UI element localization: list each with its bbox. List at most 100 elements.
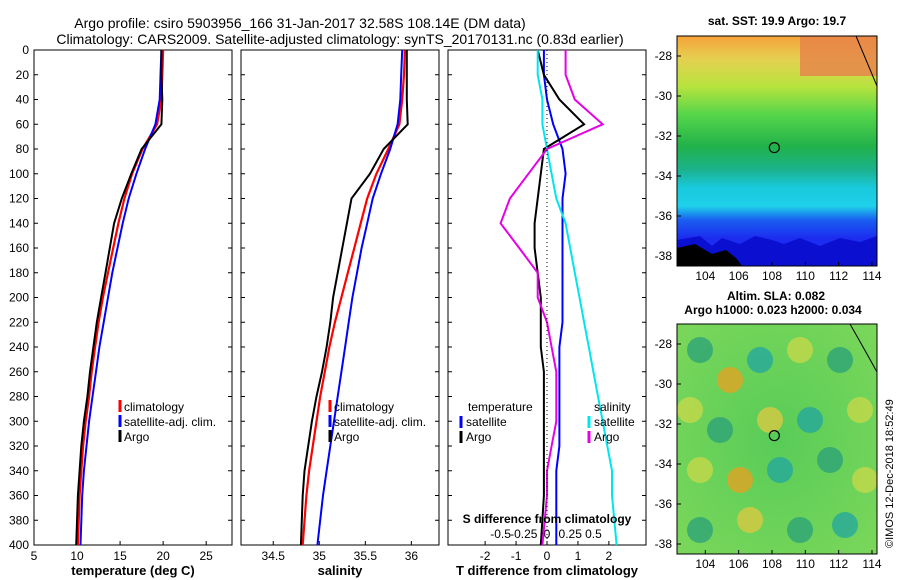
depth-tick-label: 0 — [22, 43, 29, 57]
watermark: ©IMOS 12-Dec-2018 18:52:49 — [884, 399, 896, 548]
map-y-tick-label: -38 — [655, 249, 673, 263]
temperature-x-axis: 5 10 15 20 25 — [31, 541, 213, 563]
map-y-tick-label: -28 — [655, 337, 673, 351]
map-x-tick-label: 114 — [862, 269, 881, 283]
warm-patch — [800, 36, 877, 76]
map-y-tick-label: -28 — [655, 49, 673, 63]
map-y-tick-label: -36 — [655, 209, 673, 223]
map-x-tick-label: 106 — [729, 557, 749, 571]
sla-title-1: Altim. SLA: 0.082 — [727, 289, 825, 303]
map-x-tick-label: 114 — [862, 557, 881, 571]
sla-map: Altim. SLA: 0.082 Argo h1000: 0.023 h200… — [655, 289, 882, 571]
series-satellite-adj-clim- — [79, 49, 163, 546]
salinity-xlabel: salinity — [318, 563, 364, 578]
depth-tick-label: 40 — [16, 93, 30, 107]
x-tick-label: 36 — [405, 549, 419, 563]
top-x-tick-label: -0.5 — [490, 527, 511, 541]
salinity-legend: climatology satellite-adj. clim. Argo — [328, 400, 426, 444]
depth-tick-label: 240 — [9, 340, 29, 354]
temperature-xlabel: temperature (deg C) — [71, 563, 195, 578]
x-tick-label: 20 — [156, 549, 170, 563]
series-satellite-adj-clim- — [316, 49, 404, 546]
legend-argo: Argo — [124, 430, 150, 444]
depth-tick-label: 120 — [9, 192, 29, 206]
map-x-tick-label: 110 — [796, 557, 815, 571]
depth-tick-label: 60 — [16, 117, 30, 131]
map-y-tick-label: -36 — [655, 497, 673, 511]
sst-y-axis: -28 -30 -32 -34 -36 -38 — [655, 49, 681, 263]
sla-anomaly — [832, 512, 858, 538]
salinity-x-axis: 34.5 35 35.5 36 — [262, 541, 419, 563]
series-climatology — [301, 49, 406, 546]
depth-tick-label: 100 — [9, 167, 29, 181]
legend-t-argo: Argo — [466, 430, 492, 444]
legend-satellite: satellite-adj. clim. — [334, 415, 426, 429]
x-tick-label: -2 — [480, 549, 491, 563]
sla-title-2: Argo h1000: 0.023 h2000: 0.034 — [684, 303, 862, 317]
sla-y-axis: -28 -30 -32 -34 -36 -38 — [655, 337, 681, 551]
sla-anomaly — [827, 347, 853, 373]
title-line-2: Climatology: CARS2009. Satellite-adjuste… — [56, 31, 623, 47]
depth-tick-label: 180 — [9, 266, 29, 280]
sla-anomaly — [687, 337, 713, 363]
profile-location-marker — [768, 142, 780, 154]
depth-axis: 0 20 40 60 80 100 120 140 160 180 200 220 240 260 280 3… — [9, 43, 646, 552]
sla-anomaly — [847, 397, 873, 423]
series-climatology — [76, 49, 165, 546]
coastline — [855, 36, 877, 87]
depth-tick-label: 320 — [9, 439, 29, 453]
difference-xlabel: T difference from climatology — [456, 563, 639, 578]
x-tick-label: 15 — [113, 549, 127, 563]
depth-tick-label: 140 — [9, 216, 29, 230]
temperature-panel — [33, 49, 233, 546]
map-y-tick-label: -32 — [655, 129, 673, 143]
temperature-legend: climatology satellite-adj. clim. Argo — [118, 400, 216, 444]
depth-tick-label: 220 — [9, 315, 29, 329]
x-tick-label: -1 — [511, 549, 522, 563]
difference-x-axis: -2 -1 0 1 2 — [480, 541, 613, 563]
x-tick-label: 25 — [199, 549, 213, 563]
legend-s-argo: Argo — [594, 430, 620, 444]
temperature-series — [75, 49, 165, 546]
sst-map-title: sat. SST: 19.9 Argo: 19.7 — [708, 14, 847, 28]
legend-satellite: satellite-adj. clim. — [124, 415, 216, 429]
difference-legend-salinity: salinity satellite Argo — [587, 400, 635, 444]
map-x-tick-label: 104 — [695, 557, 715, 571]
difference-legend-temperature: temperature satellite Argo — [459, 400, 533, 444]
sla-anomaly — [787, 517, 813, 543]
series-t-satellite — [542, 50, 567, 545]
sla-anomaly — [707, 417, 733, 443]
legend-climatology: climatology — [334, 400, 394, 414]
series-argo — [75, 50, 164, 546]
profile-location-marker — [768, 430, 780, 442]
map-y-tick-label: -32 — [655, 417, 673, 431]
legend-t-satellite: satellite — [466, 415, 507, 429]
sst-x-axis: 104 106 108 110 112 114 — [695, 262, 882, 283]
cloud-mask — [677, 244, 742, 266]
sla-anomaly — [717, 367, 743, 393]
sla-anomaly — [787, 337, 813, 363]
legend-climatology: climatology — [124, 400, 184, 414]
sla-anomaly — [767, 457, 793, 483]
sla-frame — [676, 323, 878, 555]
sla-anomaly — [687, 517, 713, 543]
legend-title-temperature: temperature — [468, 400, 533, 414]
difference-top-x-axis: -0.5-0.2500.250.5 — [490, 527, 602, 541]
map-x-tick-label: 108 — [762, 557, 782, 571]
depth-tick-label: 340 — [9, 464, 29, 478]
x-tick-label: 0 — [544, 549, 551, 563]
x-tick-label: 2 — [606, 549, 613, 563]
x-tick-label: 10 — [70, 549, 84, 563]
sla-anomaly — [727, 467, 753, 493]
title-line-1: Argo profile: csiro 5903956_166 31-Jan-2… — [74, 15, 525, 31]
sla-anomaly — [747, 347, 773, 373]
sla-anomaly — [797, 407, 823, 433]
sla-anomaly — [817, 447, 843, 473]
x-tick-label: 1 — [575, 549, 582, 563]
map-x-tick-label: 108 — [762, 269, 782, 283]
top-x-tick-label: 0.5 — [585, 527, 602, 541]
series-t-argo — [533, 49, 586, 546]
sla-anomaly — [687, 457, 713, 483]
sla-anomaly — [852, 467, 877, 493]
